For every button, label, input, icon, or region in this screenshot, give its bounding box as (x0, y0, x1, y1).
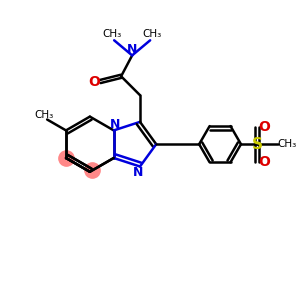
Text: N: N (110, 118, 120, 130)
Text: O: O (258, 120, 270, 134)
Text: N: N (127, 43, 137, 56)
Text: CH₃: CH₃ (102, 29, 122, 40)
Text: CH₃: CH₃ (143, 29, 162, 40)
Text: CH₃: CH₃ (278, 139, 297, 149)
Text: CH₃: CH₃ (34, 110, 54, 120)
Text: N: N (133, 167, 144, 179)
Text: O: O (88, 74, 100, 88)
Text: S: S (251, 137, 262, 152)
Text: O: O (258, 154, 270, 169)
